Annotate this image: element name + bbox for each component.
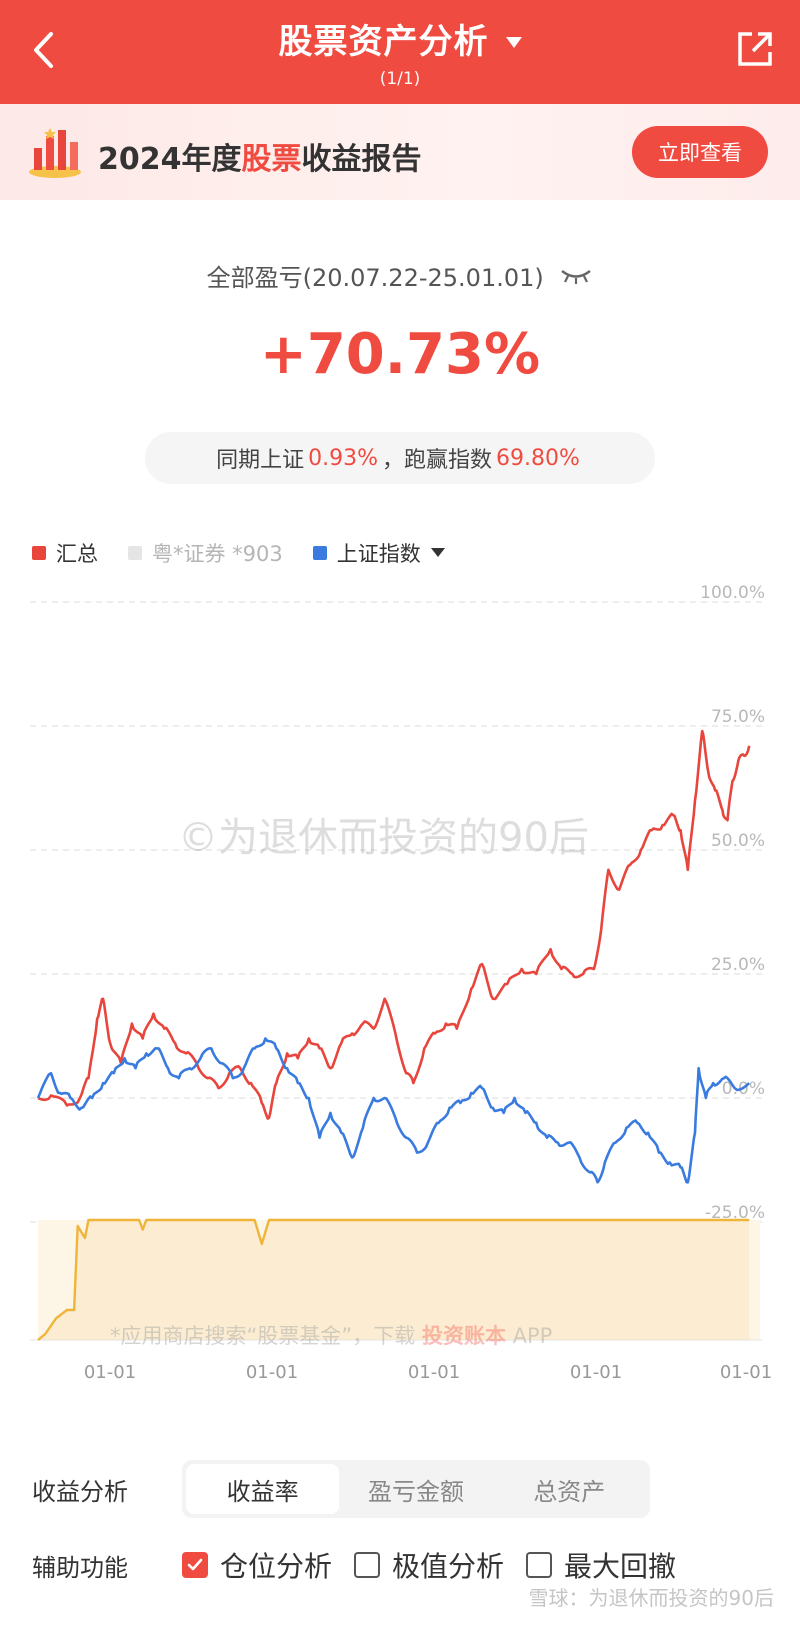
legend-label-account: 粤*证券 *903 xyxy=(152,542,283,566)
tab-total-assets[interactable]: 总资产 xyxy=(533,1477,606,1506)
y-tick-label: 25.0% xyxy=(711,955,765,975)
legend-item-total[interactable]: 汇总 xyxy=(32,538,98,568)
analysis-tabs: 收益率 盈亏金额 总资产 xyxy=(182,1460,650,1518)
app-header: 股票资产分析 (1/1) xyxy=(0,0,800,104)
caret-down-icon[interactable] xyxy=(505,37,522,49)
chart-legend: 汇总 粤*证券 *903 上证指数 xyxy=(32,538,475,568)
aux-label: 辅助功能 xyxy=(32,1553,128,1582)
analysis-tab-row: 收益分析 收益率 盈亏金额 总资产 xyxy=(32,1460,650,1518)
series-line-position xyxy=(37,1218,750,1341)
chevron-left-icon xyxy=(34,32,53,68)
share-button[interactable] xyxy=(732,26,778,72)
extreme-analysis-label: 极值分析 xyxy=(392,1550,505,1583)
annual-report-banner[interactable]: 2024年度股票收益报告 立即查看 xyxy=(0,104,800,200)
caret-down-icon[interactable] xyxy=(430,548,445,558)
x-tick-label: 01-01 xyxy=(84,1362,136,1383)
position-fill xyxy=(38,1220,750,1340)
legend-label-total: 汇总 xyxy=(56,542,98,566)
return-chart-svg: 100.0%75.0%50.0%25.0%0.0%-25.0%01-01 01-0… xyxy=(30,583,772,1383)
promo-prefix: *应用商店搜索“股票基金”，下载 xyxy=(110,1324,416,1348)
footer-watermark: 雪球：为退休而投资的90后 xyxy=(528,1586,774,1610)
y-tick-label: 100.0% xyxy=(700,583,765,603)
x-tick-label: 01-01 xyxy=(570,1362,622,1383)
benchmark-comparison: 同期上证 0.93% ，跑赢指数 69.80% xyxy=(145,432,655,484)
page-title[interactable]: 股票资产分析 xyxy=(278,22,489,62)
max-drawdown-checkbox[interactable] xyxy=(526,1552,553,1578)
legend-item-index[interactable]: 上证指数 xyxy=(312,538,445,568)
series-line-total xyxy=(37,729,751,1120)
banner-text-highlight: 股票 xyxy=(241,142,302,177)
position-analysis-option[interactable]: 仓位分析 xyxy=(182,1545,332,1585)
total-return-value: +70.73% xyxy=(259,322,541,387)
extreme-analysis-checkbox[interactable] xyxy=(354,1552,381,1578)
report-chart-icon xyxy=(29,128,81,178)
x-tick-label: 01-01 xyxy=(246,1362,298,1383)
chart-watermark: ©为退休而投资的90后 xyxy=(178,815,589,861)
compare-prefix: 同期上证 xyxy=(216,448,305,473)
eye-closed-icon[interactable] xyxy=(559,268,593,284)
extreme-analysis-option[interactable]: 极值分析 xyxy=(354,1545,504,1585)
compare-mid: ，跑赢指数 xyxy=(382,448,493,473)
analysis-label: 收益分析 xyxy=(32,1477,128,1506)
back-button[interactable] xyxy=(22,28,66,72)
legend-label-index: 上证指数 xyxy=(336,542,421,566)
legend-swatch-total xyxy=(32,546,46,560)
y-tick-label: -25.0% xyxy=(705,1203,765,1223)
tab-pnl-amount[interactable]: 盈亏金额 xyxy=(367,1477,464,1506)
series-line-index xyxy=(36,1037,751,1184)
total-pnl-label: 全部盈亏(20.07.22-25.01.01) xyxy=(0,258,800,293)
legend-item-account[interactable]: 粤*证券 *903 xyxy=(128,538,283,568)
tab-return-rate[interactable]: 收益率 xyxy=(186,1464,340,1514)
position-analysis-label: 仓位分析 xyxy=(220,1550,333,1583)
x-tick-label: 01-01 xyxy=(720,1362,772,1383)
excess-return-value: 69.80% xyxy=(496,445,580,471)
promo-suffix: APP xyxy=(512,1324,553,1348)
position-analysis-checkbox[interactable] xyxy=(182,1552,208,1578)
max-drawdown-option[interactable]: 最大回撤 xyxy=(526,1545,676,1585)
position-area-bg xyxy=(38,1220,760,1340)
x-tick-label: 01-01 xyxy=(408,1362,460,1383)
view-now-button[interactable]: 立即查看 xyxy=(632,126,768,178)
legend-swatch-index xyxy=(312,546,327,560)
aux-function-row: 辅助功能 仓位分析 极值分析 最大回撤 xyxy=(32,1545,698,1585)
promo-brand: 投资账本 xyxy=(421,1324,506,1348)
total-pnl-period: 全部盈亏(20.07.22-25.01.01) xyxy=(206,264,544,292)
return-chart[interactable]: 100.0% 75.0% 50.0% 25.0% 0.0% -25.0% 01-01 01-0… xyxy=(0,580,800,1430)
y-tick-label: 50.0% xyxy=(711,831,765,851)
y-tick-label: 75.0% xyxy=(711,707,765,727)
app-promo-note: *应用商店搜索“股票基金”，下载 投资账本 APP xyxy=(110,1320,552,1350)
max-drawdown-label: 最大回撤 xyxy=(564,1550,677,1583)
banner-text-prefix: 2024年度 xyxy=(98,142,242,177)
page-indicator: (1/1) xyxy=(379,69,421,89)
title-wrap[interactable]: 股票资产分析 (1/1) xyxy=(0,14,800,89)
index-return-value: 0.93% xyxy=(308,445,378,471)
legend-swatch-account xyxy=(128,546,142,560)
banner-text-suffix: 收益报告 xyxy=(301,142,422,177)
banner-title: 2024年度股票收益报告 xyxy=(98,134,422,178)
share-icon xyxy=(738,32,772,66)
